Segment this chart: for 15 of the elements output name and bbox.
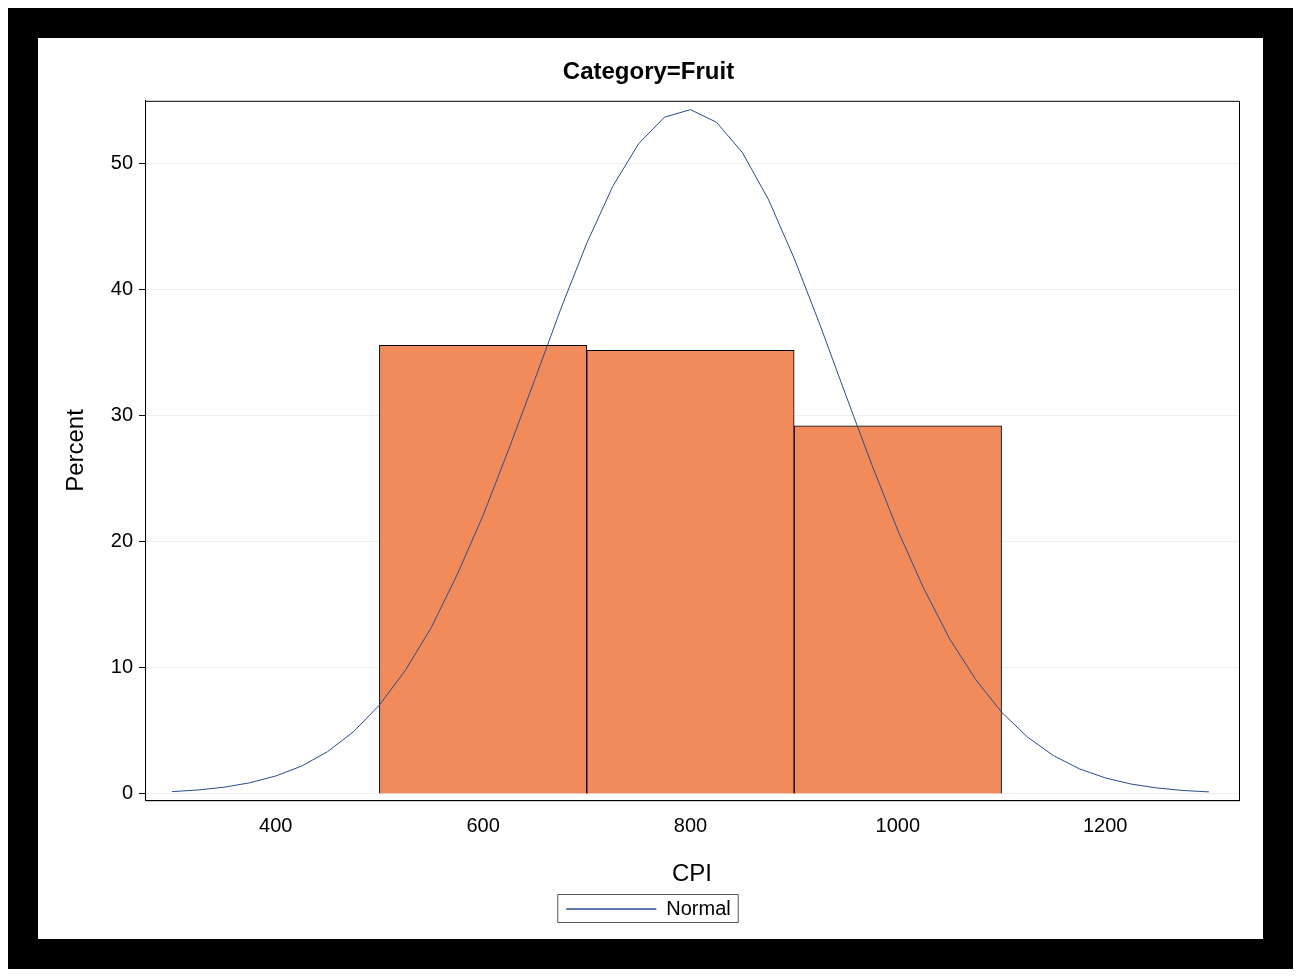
y-axis-title: Percent [61,408,89,492]
y-tick-label: 30 [110,403,134,426]
x-tick-label: 600 [466,813,500,836]
y-tick-label: 50 [110,151,134,174]
y-tick-label: 10 [110,655,134,678]
x-axis-title: CPI [672,859,713,887]
y-tick-label: 0 [121,781,134,804]
chart-title: Category=Fruit [562,57,735,85]
x-tick-label: 800 [673,813,708,836]
x-tick-label: 1000 [875,813,921,836]
y-tick-label: 40 [110,277,134,300]
x-tick-label: 1200 [1082,813,1128,836]
y-tick-label: 20 [110,529,134,552]
legend-label: Normal [666,896,731,919]
x-tick-label: 400 [259,813,293,836]
